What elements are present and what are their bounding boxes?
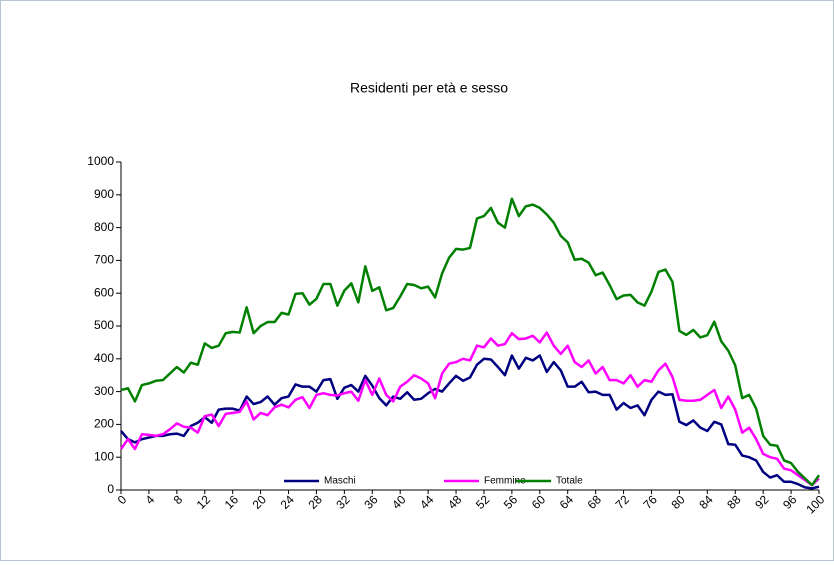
legend-label: Totale: [556, 476, 583, 487]
x-tick-label: 76: [640, 492, 660, 512]
x-tick-label: 68: [585, 492, 605, 512]
y-tick-label: 900: [94, 187, 114, 201]
x-tick-label: 48: [445, 492, 465, 512]
chart-title: Residenti per età e sesso: [350, 80, 508, 96]
x-tick-label: 52: [473, 492, 493, 512]
legend-label: Maschi: [324, 476, 356, 487]
x-tick-label: 60: [529, 492, 549, 512]
x-tick-label: 32: [333, 492, 353, 512]
x-tick-label: 12: [194, 492, 214, 512]
x-tick-label: 24: [278, 492, 298, 512]
legend-label: Femmine: [484, 476, 526, 487]
x-tick-label: 84: [696, 492, 716, 512]
x-tick-label: 72: [613, 492, 633, 512]
x-tick-label: 96: [780, 492, 800, 512]
x-tick-label: 44: [417, 492, 437, 512]
x-tick-label: 80: [668, 492, 688, 512]
y-tick-label: 1000: [87, 154, 114, 168]
y-tick-label: 400: [94, 351, 114, 365]
x-tick-label: 100: [803, 492, 827, 516]
x-tick-label: 92: [752, 492, 772, 512]
y-tick-label: 500: [94, 318, 114, 332]
y-tick-label: 700: [94, 253, 114, 267]
y-tick-label: 100: [94, 449, 114, 463]
data-line: [120, 354, 820, 490]
data-line: [119, 331, 820, 487]
data-line: [120, 197, 821, 487]
x-tick-label: 20: [250, 492, 270, 512]
y-tick-label: 300: [94, 384, 114, 398]
x-tick-label: 88: [724, 492, 744, 512]
y-tick-label: 600: [94, 285, 114, 299]
x-tick-label: 28: [305, 492, 325, 512]
x-tick-label: 0: [115, 492, 130, 507]
x-tick-label: 36: [361, 492, 381, 512]
x-tick-label: 56: [501, 492, 521, 512]
x-tick-label: 64: [557, 492, 577, 512]
x-tick-label: 40: [389, 492, 409, 512]
x-tick-label: 8: [171, 492, 186, 507]
y-tick-label: 200: [94, 417, 114, 431]
y-tick-label: 0: [107, 482, 114, 496]
y-tick-label: 800: [94, 220, 114, 234]
x-tick-label: 4: [143, 492, 158, 507]
x-tick-label: 16: [222, 492, 242, 512]
